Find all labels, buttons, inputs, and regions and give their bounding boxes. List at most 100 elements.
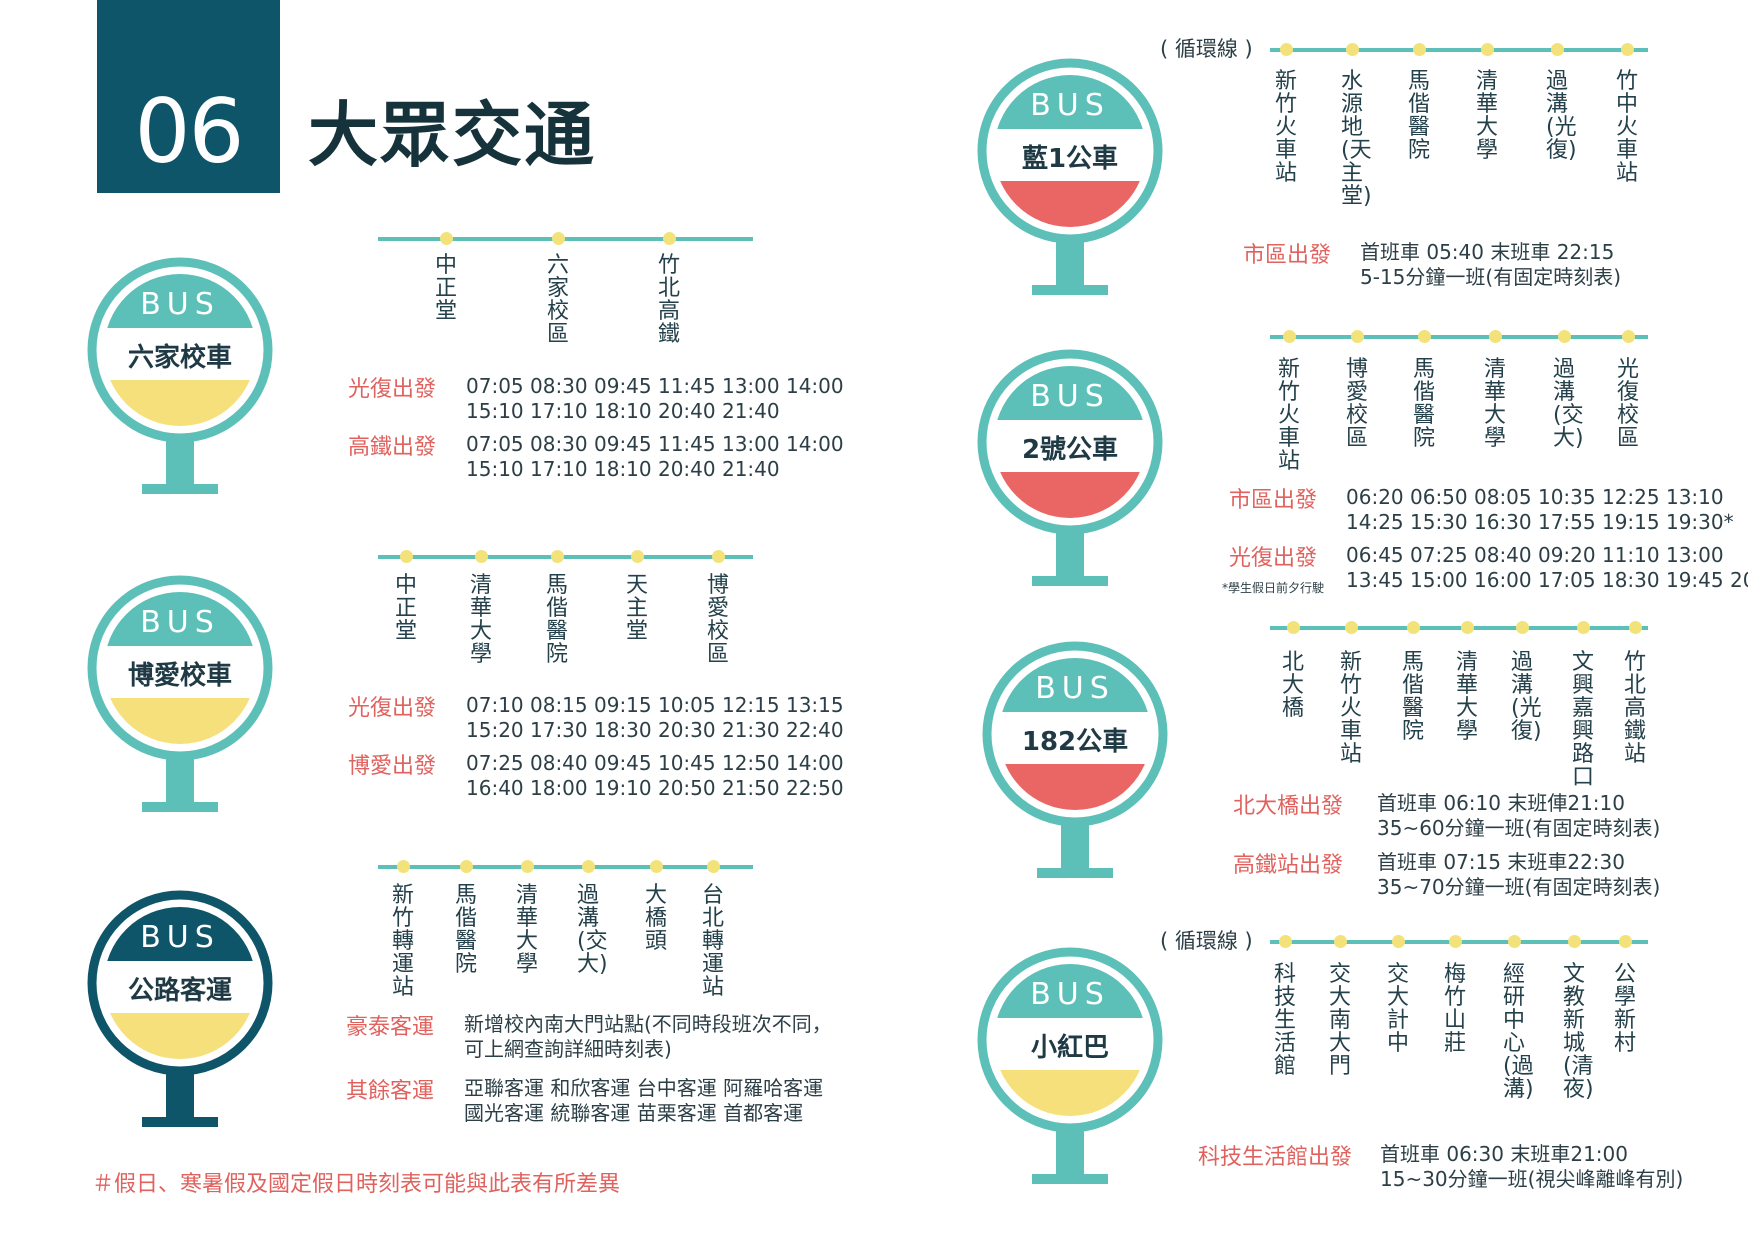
bus182-station-name: 文興嘉興路口 bbox=[1572, 650, 1595, 790]
bus2-station-name: 博愛校區 bbox=[1346, 357, 1369, 451]
liujia-row-line2: 15:10 17:10 18:10 20:40 21:40 bbox=[466, 399, 780, 423]
minired-station-dot bbox=[1279, 935, 1292, 948]
highway-sign-bus-word: BUS bbox=[140, 920, 220, 955]
blue1-row-label: 市區出發 bbox=[1243, 243, 1332, 268]
bus2-row-label: 光復出發 bbox=[1229, 546, 1318, 571]
highway-route-line bbox=[378, 860, 753, 873]
highway-station-name: 馬偕醫院 bbox=[455, 883, 478, 977]
minired-station-name: 文教新城(清夜) bbox=[1563, 962, 1594, 1102]
liujia-station-dot bbox=[552, 232, 565, 245]
blue1-station-dot bbox=[1481, 43, 1494, 56]
highway-station-dot bbox=[582, 860, 595, 873]
minired-station-dot bbox=[1619, 935, 1632, 948]
bus182-row-line1: 首班車 07:15 末班車22:30 bbox=[1377, 850, 1625, 874]
liujia-station-name: 竹北高鐵 bbox=[658, 253, 681, 347]
boai-row-line1: 07:25 08:40 09:45 10:45 12:50 14:00 bbox=[466, 751, 844, 775]
bus182-station-dot bbox=[1407, 621, 1420, 634]
bus182-station-name: 馬偕醫院 bbox=[1402, 650, 1425, 744]
liujia-row-line2: 15:10 17:10 18:10 20:40 21:40 bbox=[466, 457, 780, 481]
blue1-route-line bbox=[1270, 43, 1648, 56]
boai-station-dot bbox=[631, 550, 644, 563]
liujia-row-label: 光復出發 bbox=[348, 377, 437, 402]
bus182-station-name: 竹北高鐵站 bbox=[1624, 650, 1647, 767]
blue1-sign-base bbox=[1032, 285, 1108, 295]
boai-row-line2: 15:20 17:30 18:30 20:30 21:30 22:40 bbox=[466, 718, 844, 742]
blue1-row-line2: 5-15分鐘一班(有固定時刻表) bbox=[1360, 265, 1621, 289]
bus182-station-dot bbox=[1287, 621, 1300, 634]
boai-row-line2: 16:40 18:00 19:10 20:50 21:50 22:50 bbox=[466, 776, 844, 800]
minired-row-line1: 首班車 06:30 末班車21:00 bbox=[1380, 1142, 1628, 1166]
minired-sign-name: 小紅巴 bbox=[1031, 1033, 1109, 1063]
liujia-station-dot bbox=[440, 232, 453, 245]
liujia-station-name: 六家校區 bbox=[547, 253, 570, 347]
liujia-row-line1: 07:05 08:30 09:45 11:45 13:00 14:00 bbox=[466, 432, 844, 456]
highway-sign-base bbox=[142, 1117, 218, 1127]
bus2-row-line1: 06:45 07:25 08:40 09:20 11:10 13:00 bbox=[1346, 543, 1724, 567]
bus2-route-line bbox=[1270, 330, 1648, 343]
bus182-row-line1: 首班車 06:10 末班俥21:10 bbox=[1377, 791, 1625, 815]
highway-row-label: 其餘客運 bbox=[346, 1079, 435, 1104]
bus2-row-line2: 13:45 15:00 16:00 17:05 18:30 19:45 20:1… bbox=[1346, 568, 1748, 592]
bus182-station-dot bbox=[1577, 621, 1590, 634]
bus182-station-dot bbox=[1345, 621, 1358, 634]
bus2-station-dot bbox=[1418, 330, 1431, 343]
bus2-bus-sign-icon: BUS 2號公車 bbox=[977, 349, 1163, 586]
bus2-station-dot bbox=[1351, 330, 1364, 343]
boai-station-name: 馬偕醫院 bbox=[546, 573, 569, 667]
blue1-station-name: 竹中火車站 bbox=[1616, 69, 1639, 186]
bus182-sign-name: 182公車 bbox=[1022, 727, 1128, 757]
liujia-station-name: 中正堂 bbox=[435, 253, 458, 324]
boai-station-dot bbox=[551, 550, 564, 563]
highway-station-name: 大橋頭 bbox=[645, 883, 668, 954]
bus182-sign-base bbox=[1037, 868, 1113, 878]
boai-row-label: 博愛出發 bbox=[348, 754, 437, 779]
page-title: 大眾交通 bbox=[308, 94, 596, 176]
bus182-sign-bus-word: BUS bbox=[1035, 671, 1115, 706]
bus182-station-name: 清華大學 bbox=[1456, 650, 1479, 744]
bus182-station-dot bbox=[1461, 621, 1474, 634]
bus182-bus-sign-icon: BUS 182公車 bbox=[982, 641, 1168, 878]
bus2-station-name: 過溝(交大) bbox=[1553, 357, 1584, 451]
blue1-bus-sign-icon: BUS 藍1公車 bbox=[977, 58, 1163, 295]
boai-row-label: 光復出發 bbox=[348, 696, 437, 721]
bus2-sign-bus-word: BUS bbox=[1030, 379, 1110, 414]
boai-station-dot bbox=[400, 550, 413, 563]
bus182-route-line bbox=[1270, 621, 1648, 634]
liujia-row-line1: 07:05 08:30 09:45 11:45 13:00 14:00 bbox=[466, 374, 844, 398]
bus182-row-label: 北大橋出發 bbox=[1233, 794, 1344, 819]
bus182-station-dot bbox=[1516, 621, 1529, 634]
boai-sign-base bbox=[142, 802, 218, 812]
highway-station-dot bbox=[521, 860, 534, 873]
highway-sign-name: 公路客運 bbox=[128, 975, 232, 1006]
bus2-row-line1: 06:20 06:50 08:05 10:35 12:25 13:10 bbox=[1346, 485, 1724, 509]
boai-station-name: 博愛校區 bbox=[707, 573, 730, 667]
minired-station-dot bbox=[1392, 935, 1405, 948]
bus182-row-line2: 35~60分鐘一班(有固定時刻表) bbox=[1377, 816, 1661, 840]
blue1-station-dot bbox=[1280, 43, 1293, 56]
minired-loop-label: ( 循環線 ) bbox=[1160, 929, 1253, 953]
liujia-row-label: 高鐵出發 bbox=[348, 435, 437, 460]
minired-station-name: 科技生活館 bbox=[1274, 962, 1297, 1079]
blue1-loop-label: ( 循環線 ) bbox=[1160, 37, 1253, 61]
minired-bus-sign-icon: BUS 小紅巴 bbox=[977, 947, 1163, 1184]
highway-station-name: 台北轉運站 bbox=[702, 883, 725, 1000]
bus2-station-name: 光復校區 bbox=[1617, 357, 1640, 451]
header-number-box bbox=[97, 0, 280, 193]
boai-bus-sign-icon: BUS 博愛校車 bbox=[87, 575, 273, 812]
bus2-station-name: 新竹火車站 bbox=[1278, 357, 1301, 474]
blue1-station-name: 馬偕醫院 bbox=[1408, 69, 1431, 163]
highway-row-line1: 新增校內南大門站點(不同時段班次不同， bbox=[464, 1012, 832, 1036]
bus182-station-name: 北大橋 bbox=[1282, 650, 1305, 721]
blue1-station-name: 過溝(光復) bbox=[1546, 69, 1577, 163]
minired-station-name: 交大計中 bbox=[1387, 962, 1410, 1056]
blue1-station-dot bbox=[1551, 43, 1564, 56]
boai-sign-bus-word: BUS bbox=[140, 605, 220, 640]
blue1-row-line1: 首班車 05:40 末班車 22:15 bbox=[1360, 240, 1615, 264]
blue1-station-name: 清華大學 bbox=[1476, 69, 1499, 163]
liujia-sign-bus-word: BUS bbox=[140, 287, 220, 322]
highway-station-name: 過溝(交大) bbox=[577, 883, 608, 977]
minired-station-name: 交大南大門 bbox=[1329, 962, 1352, 1079]
section-number: 06 bbox=[134, 80, 245, 183]
minired-sign-base bbox=[1032, 1174, 1108, 1184]
bus182-station-name: 新竹火車站 bbox=[1340, 650, 1363, 767]
